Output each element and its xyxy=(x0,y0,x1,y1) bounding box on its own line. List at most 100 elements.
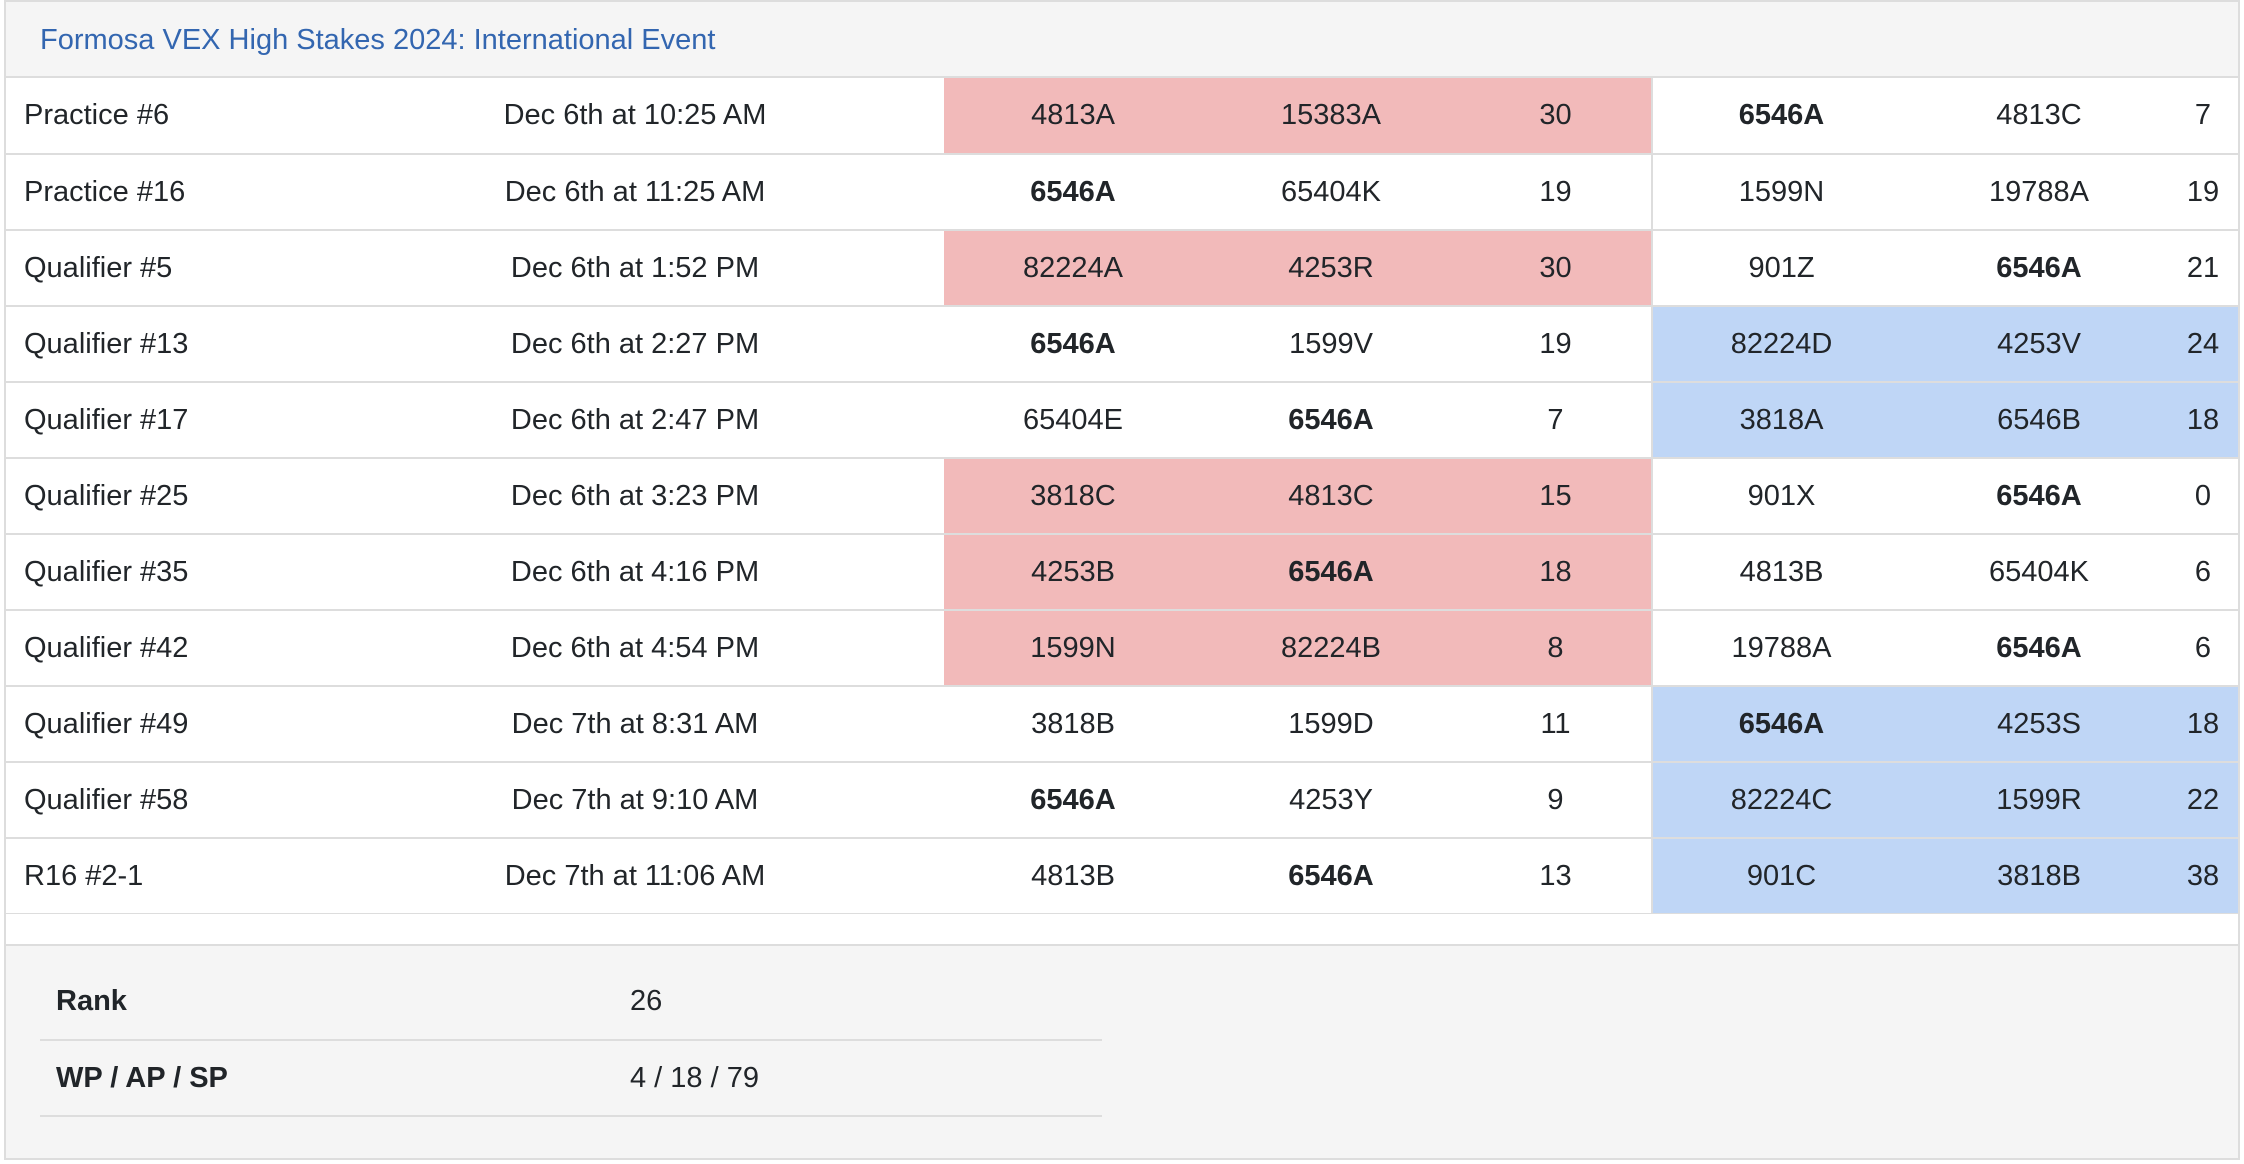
match-time: Dec 6th at 4:16 PM xyxy=(326,534,944,611)
match-time: Dec 6th at 2:27 PM xyxy=(326,306,944,383)
red-score: 11 xyxy=(1460,686,1652,763)
blue-team-2: 6546B xyxy=(1910,382,2168,459)
blue-score: 21 xyxy=(2168,230,2238,307)
red-team-1: 4813B xyxy=(944,838,1202,915)
blue-team-2: 4253V xyxy=(1910,306,2168,383)
red-team-2: 4813C xyxy=(1202,458,1460,535)
blue-team-1: 82224C xyxy=(1651,762,1910,839)
blue-team-1: 901X xyxy=(1651,458,1910,535)
blue-team-1: 3818A xyxy=(1651,382,1910,459)
event-title-link[interactable]: Formosa VEX High Stakes 2024: Internatio… xyxy=(40,24,716,56)
blue-team-2: 1599R xyxy=(1910,762,2168,839)
stat-row: Rank 26 xyxy=(40,964,1102,1041)
match-name: Practice #16 xyxy=(6,154,326,231)
stat-value: 26 xyxy=(614,964,1102,1041)
match-name: Qualifier #5 xyxy=(6,230,326,307)
blue-team-1: 1599N xyxy=(1651,154,1910,231)
match-time: Dec 6th at 1:52 PM xyxy=(326,230,944,307)
blue-team-1: 901C xyxy=(1651,838,1910,915)
blue-score: 6 xyxy=(2168,534,2238,611)
match-row[interactable]: Qualifier #5 Dec 6th at 1:52 PM 82224A 4253… xyxy=(6,230,2238,307)
blue-team-2: 3818B xyxy=(1910,838,2168,915)
match-row[interactable]: Qualifier #42 Dec 6th at 4:54 PM 1599N 8222… xyxy=(6,610,2238,687)
red-score: 15 xyxy=(1460,458,1652,535)
event-panel: Formosa VEX High Stakes 2024: Internatio… xyxy=(4,0,2240,1160)
blue-team-1: 4813B xyxy=(1651,534,1910,611)
match-name: Qualifier #35 xyxy=(6,534,326,611)
blue-score: 19 xyxy=(2168,154,2238,231)
blue-team-2: 19788A xyxy=(1910,154,2168,231)
blue-team-1: 82224D xyxy=(1651,306,1910,383)
match-time: Dec 7th at 9:10 AM xyxy=(326,762,944,839)
team-stats-footer: Rank 26 WP / AP / SP 4 / 18 / 79 xyxy=(6,946,2238,1158)
blue-score: 7 xyxy=(2168,78,2238,155)
blue-team-2: 6546A xyxy=(1910,230,2168,307)
match-row[interactable]: Practice #16 Dec 6th at 11:25 AM 6546A 6540… xyxy=(6,154,2238,231)
stat-row: WP / AP / SP 4 / 18 / 79 xyxy=(40,1040,1102,1117)
red-score: 18 xyxy=(1460,534,1652,611)
panel-heading: Formosa VEX High Stakes 2024: Internatio… xyxy=(6,2,2238,78)
red-score: 19 xyxy=(1460,306,1652,383)
match-row[interactable]: Qualifier #13 Dec 6th at 2:27 PM 6546A 1599… xyxy=(6,306,2238,383)
red-team-2: 4253Y xyxy=(1202,762,1460,839)
red-team-1: 6546A xyxy=(944,306,1202,383)
red-team-2: 1599D xyxy=(1202,686,1460,763)
match-row[interactable]: Practice #6 Dec 6th at 10:25 AM 4813A 15383… xyxy=(6,78,2238,155)
blue-score: 18 xyxy=(2168,686,2238,763)
red-team-1: 4813A xyxy=(944,78,1202,155)
blue-team-2: 6546A xyxy=(1910,610,2168,687)
blue-team-2: 4813C xyxy=(1910,78,2168,155)
blue-team-1: 6546A xyxy=(1651,78,1910,155)
red-team-2: 4253R xyxy=(1202,230,1460,307)
red-team-1: 3818B xyxy=(944,686,1202,763)
match-row[interactable]: Qualifier #35 Dec 6th at 4:16 PM 4253B 6546… xyxy=(6,534,2238,611)
matches-table: Practice #6 Dec 6th at 10:25 AM 4813A 15383… xyxy=(6,78,2238,915)
red-team-2: 6546A xyxy=(1202,382,1460,459)
red-team-1: 6546A xyxy=(944,154,1202,231)
red-score: 8 xyxy=(1460,610,1652,687)
blue-team-1: 901Z xyxy=(1651,230,1910,307)
match-name: Qualifier #42 xyxy=(6,610,326,687)
match-row[interactable]: R16 #2-1 Dec 7th at 11:06 AM 4813B 6546A 13 9… xyxy=(6,838,2238,915)
match-name: Qualifier #13 xyxy=(6,306,326,383)
blue-team-1: 19788A xyxy=(1651,610,1910,687)
stat-value: 4 / 18 / 79 xyxy=(614,1040,1102,1117)
red-score: 7 xyxy=(1460,382,1652,459)
blue-score: 18 xyxy=(2168,382,2238,459)
match-row[interactable]: Qualifier #58 Dec 7th at 9:10 AM 6546A 4253… xyxy=(6,762,2238,839)
blue-team-2: 4253S xyxy=(1910,686,2168,763)
blue-team-2: 6546A xyxy=(1910,458,2168,535)
match-time: Dec 6th at 10:25 AM xyxy=(326,78,944,155)
red-team-1: 82224A xyxy=(944,230,1202,307)
red-team-1: 4253B xyxy=(944,534,1202,611)
stat-label: WP / AP / SP xyxy=(40,1040,614,1117)
blue-team-1: 6546A xyxy=(1651,686,1910,763)
red-team-1: 65404E xyxy=(944,382,1202,459)
red-score: 13 xyxy=(1460,838,1652,915)
match-name: Qualifier #25 xyxy=(6,458,326,535)
match-time: Dec 7th at 11:06 AM xyxy=(326,838,944,915)
red-team-1: 3818C xyxy=(944,458,1202,535)
stats-table: Rank 26 WP / AP / SP 4 / 18 / 79 xyxy=(40,964,1102,1117)
match-row[interactable]: Qualifier #49 Dec 7th at 8:31 AM 3818B 1599… xyxy=(6,686,2238,763)
stat-label: Rank xyxy=(40,964,614,1041)
red-team-2: 6546A xyxy=(1202,838,1460,915)
match-time: Dec 7th at 8:31 AM xyxy=(326,686,944,763)
red-team-1: 1599N xyxy=(944,610,1202,687)
match-time: Dec 6th at 2:47 PM xyxy=(326,382,944,459)
red-team-2: 65404K xyxy=(1202,154,1460,231)
match-row[interactable]: Qualifier #17 Dec 6th at 2:47 PM 65404E 654… xyxy=(6,382,2238,459)
red-score: 30 xyxy=(1460,78,1652,155)
match-row[interactable]: Qualifier #25 Dec 6th at 3:23 PM 3818C 4813… xyxy=(6,458,2238,535)
match-name: R16 #2-1 xyxy=(6,838,326,915)
red-team-1: 6546A xyxy=(944,762,1202,839)
match-name: Qualifier #49 xyxy=(6,686,326,763)
red-score: 30 xyxy=(1460,230,1652,307)
red-team-2: 82224B xyxy=(1202,610,1460,687)
blue-score: 6 xyxy=(2168,610,2238,687)
red-score: 9 xyxy=(1460,762,1652,839)
match-time: Dec 6th at 4:54 PM xyxy=(326,610,944,687)
blue-score: 22 xyxy=(2168,762,2238,839)
red-team-2: 15383A xyxy=(1202,78,1460,155)
red-team-2: 6546A xyxy=(1202,534,1460,611)
